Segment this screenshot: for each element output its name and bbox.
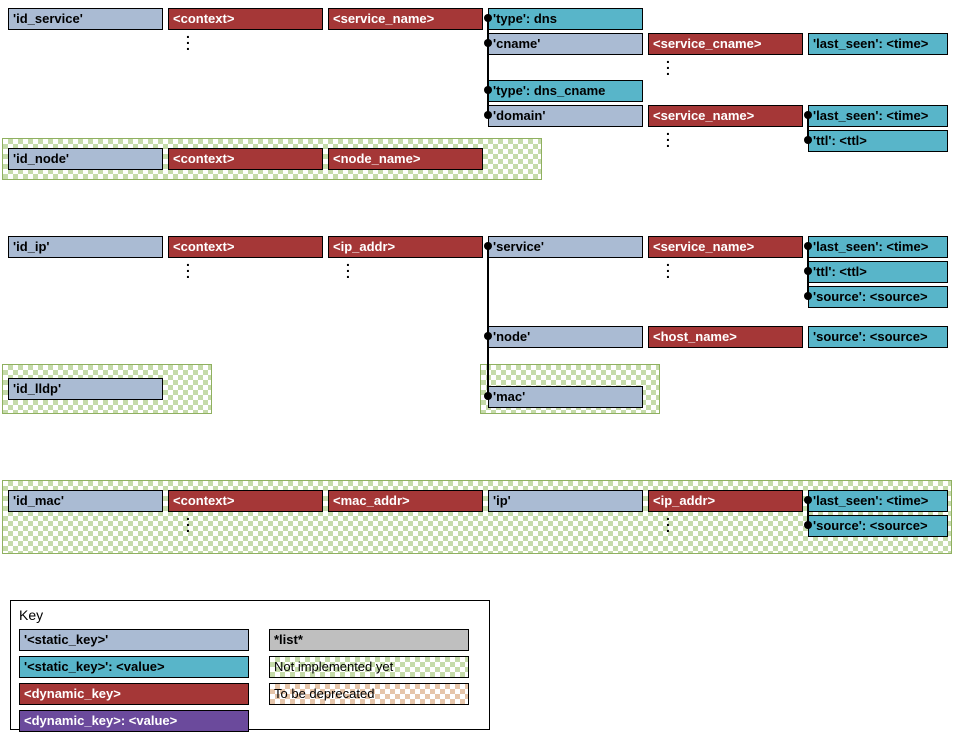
cell-service-name-2: <service_name>: [648, 105, 803, 127]
legend-title: Key: [19, 607, 481, 623]
cell-ttl-1: 'ttl': <ttl>: [808, 130, 948, 152]
vdots-icon: ...: [183, 30, 193, 48]
cell-node-name: <node_name>: [328, 148, 483, 170]
cell-id-mac: 'id_mac': [8, 490, 163, 512]
cell-type-dns: 'type': dns: [488, 8, 643, 30]
legend-dynamic-key: <dynamic_key>: [19, 683, 249, 705]
cell-cname: 'cname': [488, 33, 643, 55]
legend-static-kv: '<static_key>': <value>: [19, 656, 249, 678]
cell-domain: 'domain': [488, 105, 643, 127]
connector-node-icon: [804, 521, 812, 529]
connector-node-icon: [484, 39, 492, 47]
cell-last-seen-2: 'last_seen': <time>: [808, 105, 948, 127]
cell-ttl-2: 'ttl': <ttl>: [808, 261, 948, 283]
connector-node-icon: [804, 242, 812, 250]
legend-deprecated: To be deprecated: [269, 683, 469, 705]
connector-line: [487, 246, 489, 396]
cell-host-name: <host_name>: [648, 326, 803, 348]
cell-context-1: <context>: [168, 8, 323, 30]
legend-list: *list*: [269, 629, 469, 651]
cell-context-2: <context>: [168, 148, 323, 170]
cell-id-lldp: 'id_lldp': [8, 378, 163, 400]
connector-node-icon: [804, 111, 812, 119]
cell-source-3: 'source': <source>: [808, 515, 948, 537]
cell-last-seen-3: 'last_seen': <time>: [808, 236, 948, 258]
connector-node-icon: [804, 292, 812, 300]
connector-node-icon: [484, 111, 492, 119]
legend-static-key: '<static_key>': [19, 629, 249, 651]
cell-last-seen-4: 'last_seen': <time>: [808, 490, 948, 512]
cell-source-1: 'source': <source>: [808, 286, 948, 308]
cell-mac-addr: <mac_addr>: [328, 490, 483, 512]
vdots-icon: ...: [663, 512, 673, 530]
cell-id-ip: 'id_ip': [8, 236, 163, 258]
connector-node-icon: [804, 136, 812, 144]
connector-node-icon: [484, 14, 492, 22]
connector-node-icon: [484, 332, 492, 340]
cell-type-dns-cname: 'type': dns_cname: [488, 80, 643, 102]
connector-node-icon: [484, 86, 492, 94]
connector-node-icon: [484, 242, 492, 250]
cell-node-key: 'node': [488, 326, 643, 348]
vdots-icon: ...: [663, 258, 673, 276]
cell-mac-key: 'mac': [488, 386, 643, 408]
cell-id-service: 'id_service': [8, 8, 163, 30]
cell-service-name-1: <service_name>: [328, 8, 483, 30]
cell-context-3: <context>: [168, 236, 323, 258]
cell-last-seen-1: 'last_seen': <time>: [808, 33, 948, 55]
connector-line: [487, 18, 489, 115]
cell-service-cname: <service_cname>: [648, 33, 803, 55]
vdots-icon: ...: [183, 512, 193, 530]
vdots-icon: ...: [663, 55, 673, 73]
cell-context-4: <context>: [168, 490, 323, 512]
cell-ip-addr-2: <ip_addr>: [648, 490, 803, 512]
cell-service-name-3: <service_name>: [648, 236, 803, 258]
cell-source-2: 'source': <source>: [808, 326, 948, 348]
vdots-icon: ...: [343, 258, 353, 276]
cell-ip-key: 'ip': [488, 490, 643, 512]
connector-node-icon: [484, 392, 492, 400]
diagram-stage: 'id_service' <context> <service_name> 't…: [0, 0, 954, 740]
connector-node-icon: [804, 267, 812, 275]
legend-not-implemented: Not implemented yet: [269, 656, 469, 678]
cell-service-key: 'service': [488, 236, 643, 258]
vdots-icon: ...: [663, 127, 673, 145]
cell-ip-addr-1: <ip_addr>: [328, 236, 483, 258]
cell-id-node: 'id_node': [8, 148, 163, 170]
vdots-icon: ...: [183, 258, 193, 276]
legend-dynamic-kv: <dynamic_key>: <value>: [19, 710, 249, 732]
connector-node-icon: [804, 496, 812, 504]
legend: Key '<static_key>' *list* '<static_key>'…: [10, 600, 490, 730]
